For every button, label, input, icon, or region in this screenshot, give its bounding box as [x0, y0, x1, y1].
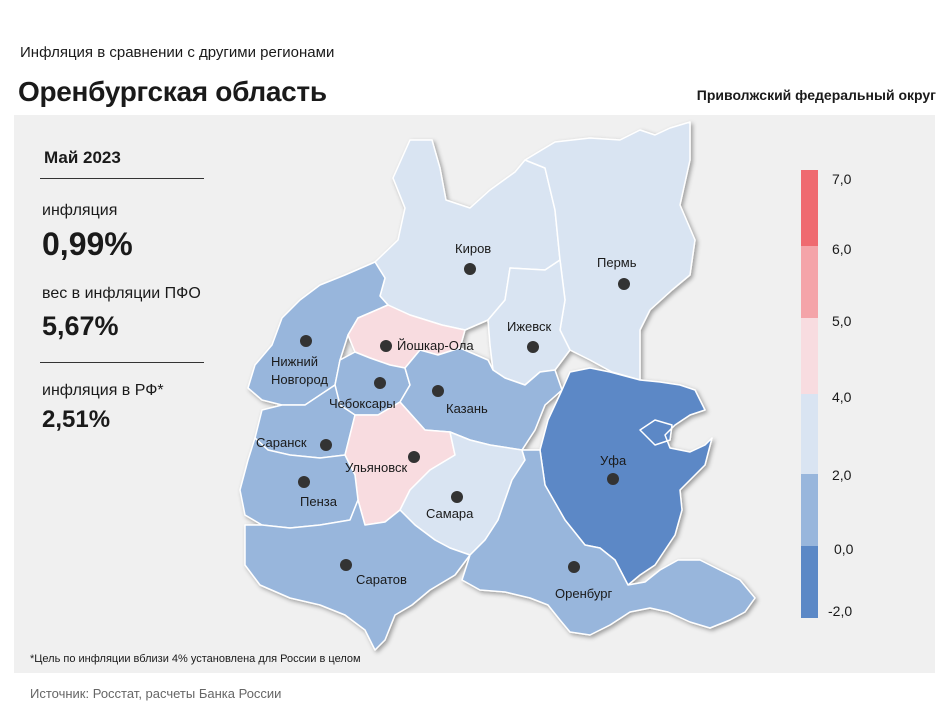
divider-bottom	[40, 362, 204, 363]
city-marker-orenburg	[568, 561, 580, 573]
city-marker-kirov	[464, 263, 476, 275]
city-label-kirov: Киров	[455, 241, 491, 256]
city-labels: Киров Пермь Ижевск Нижний Новгород Йошка…	[256, 241, 637, 601]
city-marker-nizhny	[300, 335, 312, 347]
scale-4-5	[801, 318, 818, 394]
city-marker-saransk	[320, 439, 332, 451]
scale-0-2	[801, 474, 818, 546]
city-label-saransk: Саранск	[256, 435, 307, 450]
city-marker-ulyanovsk	[408, 451, 420, 463]
inflation-label: инфляция	[42, 202, 118, 219]
inflation-value: 0,99%	[42, 226, 133, 262]
weight-value: 5,67%	[42, 311, 119, 341]
city-label-kazan: Казань	[446, 401, 488, 416]
city-marker-yoshkar	[380, 340, 392, 352]
city-label-nizhny-2: Новгород	[271, 372, 328, 387]
city-marker-penza	[298, 476, 310, 488]
city-label-yoshkar: Йошкар-Ола	[397, 338, 474, 353]
city-markers	[298, 263, 630, 573]
scale-label-7: 7,0	[832, 171, 852, 187]
divider-top	[40, 178, 204, 179]
city-label-perm: Пермь	[597, 255, 637, 270]
scale-label-5: 5,0	[832, 313, 852, 329]
city-marker-perm	[618, 278, 630, 290]
city-label-penza: Пенза	[300, 494, 338, 509]
scale-2-4	[801, 394, 818, 474]
weight-label: вес в инфляции ПФО	[42, 285, 201, 302]
source-note: Источник: Росстат, расчеты Банка России	[30, 686, 282, 701]
color-scale-legend: 7,0 6,0 5,0 4,0 2,0 0,0 -2,0	[801, 170, 854, 619]
scale-label-4: 4,0	[832, 389, 852, 405]
city-label-samara: Самара	[426, 506, 474, 521]
scale-6-7	[801, 170, 818, 246]
scale-label-minus2: -2,0	[828, 603, 852, 619]
city-marker-kazan	[432, 385, 444, 397]
city-label-ulyanovsk: Ульяновск	[345, 460, 407, 475]
footnote: *Цель по инфляции вблизи 4% установлена …	[30, 653, 361, 665]
district-label: Приволжский федеральный округ	[696, 87, 936, 103]
page-title: Оренбургская область	[18, 76, 327, 107]
city-label-nizhny-1: Нижний	[271, 354, 318, 369]
city-label-izhevsk: Ижевск	[507, 319, 552, 334]
region-saratov	[244, 499, 471, 651]
subtitle: Инфляция в сравнении с другими регионами	[20, 44, 335, 61]
city-label-orenburg: Оренбург	[555, 586, 612, 601]
rf-inflation-value: 2,51%	[42, 406, 111, 433]
city-label-saratov: Саратов	[356, 572, 407, 587]
period-label: Май 2023	[44, 148, 121, 167]
city-label-ufa: Уфа	[600, 453, 627, 468]
city-label-cheboksary: Чебоксары	[329, 396, 396, 411]
city-marker-saratov	[340, 559, 352, 571]
city-marker-ufa	[607, 473, 619, 485]
scale-label-0: 0,0	[834, 541, 854, 557]
city-marker-izhevsk	[527, 341, 539, 353]
region-orenburg	[461, 449, 756, 636]
rf-inflation-label: инфляция в РФ*	[42, 382, 164, 399]
city-marker-cheboksary	[374, 377, 386, 389]
scale-label-2: 2,0	[832, 467, 852, 483]
scale-5-6	[801, 246, 818, 318]
city-marker-samara	[451, 491, 463, 503]
scale-below-0	[801, 546, 818, 618]
scale-label-6: 6,0	[832, 241, 852, 257]
